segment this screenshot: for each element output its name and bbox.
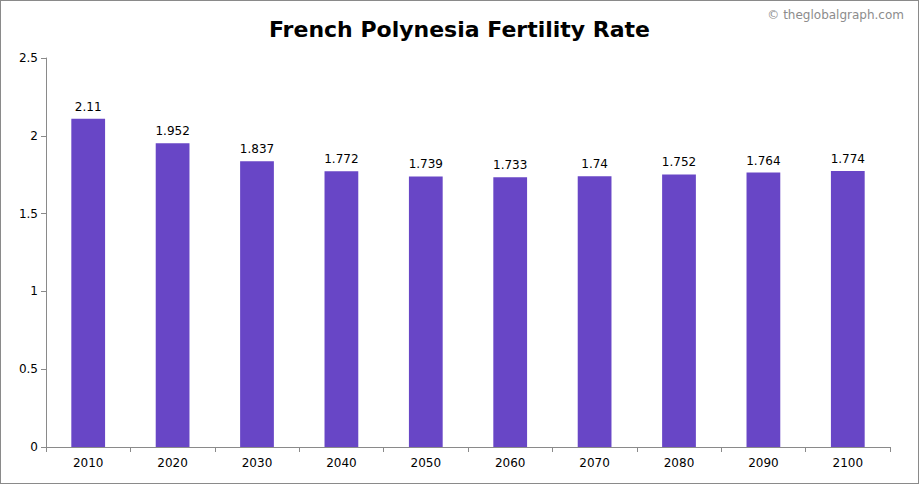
svg-text:2020: 2020 [157,456,188,470]
svg-text:2040: 2040 [326,456,357,470]
svg-text:2070: 2070 [579,456,610,470]
svg-text:2100: 2100 [833,456,864,470]
svg-text:1.837: 1.837 [240,142,274,156]
svg-text:2.5: 2.5 [19,51,38,65]
svg-text:1.952: 1.952 [155,124,189,138]
svg-text:1.772: 1.772 [324,152,358,166]
svg-text:2080: 2080 [664,456,695,470]
svg-text:1.74: 1.74 [581,157,608,171]
svg-text:1.5: 1.5 [19,207,38,221]
svg-text:2.11: 2.11 [75,100,102,114]
svg-text:1.774: 1.774 [831,152,865,166]
svg-text:1.733: 1.733 [493,158,527,172]
svg-text:1.764: 1.764 [746,154,780,168]
svg-text:0.5: 0.5 [19,362,38,376]
svg-text:2030: 2030 [242,456,273,470]
svg-text:1: 1 [30,284,38,298]
svg-text:1.739: 1.739 [409,157,443,171]
svg-text:French Polynesia Fertility Rat: French Polynesia Fertility Rate [269,17,650,42]
svg-text:2010: 2010 [73,456,104,470]
svg-text:2: 2 [30,129,38,143]
svg-text:2060: 2060 [495,456,526,470]
svg-text:1.752: 1.752 [662,155,696,169]
svg-text:0: 0 [30,440,38,454]
svg-text:2090: 2090 [748,456,779,470]
svg-text:2050: 2050 [411,456,442,470]
svg-text:© theglobalgraph.com: © theglobalgraph.com [767,8,904,22]
